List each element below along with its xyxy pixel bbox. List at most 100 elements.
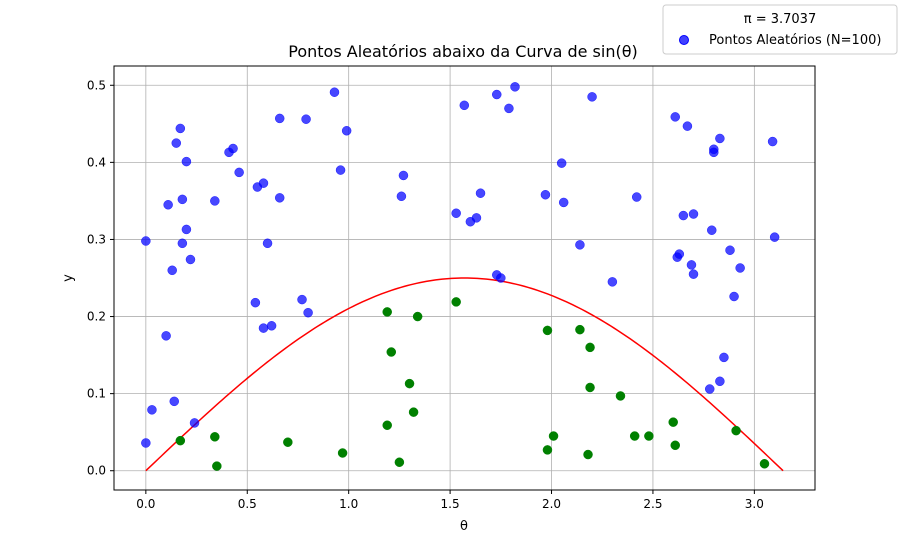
green-point <box>585 342 595 353</box>
blue-point <box>682 121 693 131</box>
green-point <box>382 307 392 317</box>
blue-point <box>715 133 725 144</box>
blue-point <box>587 92 597 102</box>
blue-point <box>341 126 352 136</box>
blue-point <box>177 238 188 249</box>
blue-point <box>147 405 157 415</box>
plot-frame <box>113 65 816 491</box>
green-point <box>382 420 392 430</box>
blue-point <box>769 232 780 242</box>
legend-title: π = 3.7037 <box>744 12 816 27</box>
blue-point <box>504 103 514 114</box>
green-point <box>408 407 419 417</box>
blue-point <box>678 210 689 221</box>
blue-point <box>451 208 461 218</box>
blue-point <box>274 113 285 124</box>
y-axis-label: y <box>61 274 76 282</box>
green-point <box>451 297 461 307</box>
blue-point <box>709 147 719 158</box>
blue-point <box>707 225 717 235</box>
blue-point <box>729 291 739 302</box>
x-tick-label: 0.5 <box>238 497 257 511</box>
blue-point <box>258 178 269 188</box>
chart-title: Pontos Aleatórios abaixo da Curva de sin… <box>288 42 637 61</box>
blue-point <box>175 123 186 134</box>
green-point <box>404 378 415 389</box>
blue-point <box>329 87 340 97</box>
legend-box <box>662 4 898 55</box>
blue-point <box>303 307 313 318</box>
blue-point <box>185 254 196 265</box>
blue-point <box>177 194 188 205</box>
x-tick-label: 3.0 <box>745 497 764 511</box>
green-point <box>175 435 186 446</box>
blue-point <box>459 100 470 111</box>
blue-point <box>210 196 220 206</box>
blue-point <box>181 156 192 167</box>
green-point <box>583 449 593 460</box>
y-ticks: 0.0 0.1 0.2 0.3 0.4 0.5 <box>87 78 114 478</box>
blue-point <box>674 249 685 259</box>
blue-point <box>189 418 200 428</box>
blue-point <box>767 136 778 147</box>
legend-marker <box>679 35 689 45</box>
blue-point <box>607 277 618 287</box>
x-tick-label: 2.5 <box>643 497 662 511</box>
plot-area <box>141 82 784 472</box>
blue-point <box>171 138 182 148</box>
blue-point <box>704 384 715 394</box>
green-point <box>615 391 626 401</box>
y-tick-label: 0.0 <box>87 464 106 478</box>
blue-point <box>510 82 520 92</box>
blue-point <box>735 263 745 273</box>
blue-point <box>496 273 506 283</box>
blue-point <box>471 213 482 223</box>
green-point <box>670 440 680 451</box>
blue-point <box>670 112 680 122</box>
blue-point <box>163 200 173 210</box>
blue-point <box>686 260 697 270</box>
blue-point <box>492 89 502 100</box>
green-point <box>394 457 405 467</box>
blue-point <box>725 245 735 255</box>
blue-point <box>575 240 585 250</box>
x-tick-label: 0.0 <box>136 497 155 511</box>
blue-point <box>540 189 551 200</box>
blue-point <box>161 331 171 341</box>
y-tick-label: 0.3 <box>87 232 106 246</box>
green-point <box>542 325 553 336</box>
blue-point <box>335 165 346 175</box>
blue-point <box>558 197 569 208</box>
blue-point <box>719 352 729 363</box>
blue-point <box>181 224 192 235</box>
sine-curve <box>145 277 784 472</box>
x-tick-label: 1.5 <box>441 497 460 511</box>
x-axis-label: θ <box>460 519 468 534</box>
blue-point <box>688 209 699 219</box>
green-point <box>542 445 553 455</box>
blue-point <box>631 192 642 202</box>
blue-point <box>301 114 311 124</box>
x-tick-label: 2.0 <box>542 497 561 511</box>
y-tick-label: 0.4 <box>87 155 106 169</box>
legend-entry: Pontos Aleatórios (N=100) <box>709 33 881 48</box>
blue-point <box>169 396 179 407</box>
blue-point <box>141 236 151 246</box>
green-point <box>548 431 559 441</box>
blue-point <box>398 170 409 181</box>
blue-point <box>274 193 285 203</box>
blue-point <box>556 158 567 168</box>
blue-point <box>250 297 261 308</box>
blue-point <box>396 191 407 202</box>
blue-point <box>228 143 238 154</box>
blue-point <box>234 167 244 178</box>
green-point <box>412 311 423 322</box>
green-point <box>644 431 654 441</box>
green-point <box>386 347 397 357</box>
green-point <box>212 461 222 471</box>
blue-point <box>262 238 273 249</box>
blue-point <box>167 265 177 276</box>
green-point <box>585 382 595 393</box>
green-point <box>210 432 220 442</box>
